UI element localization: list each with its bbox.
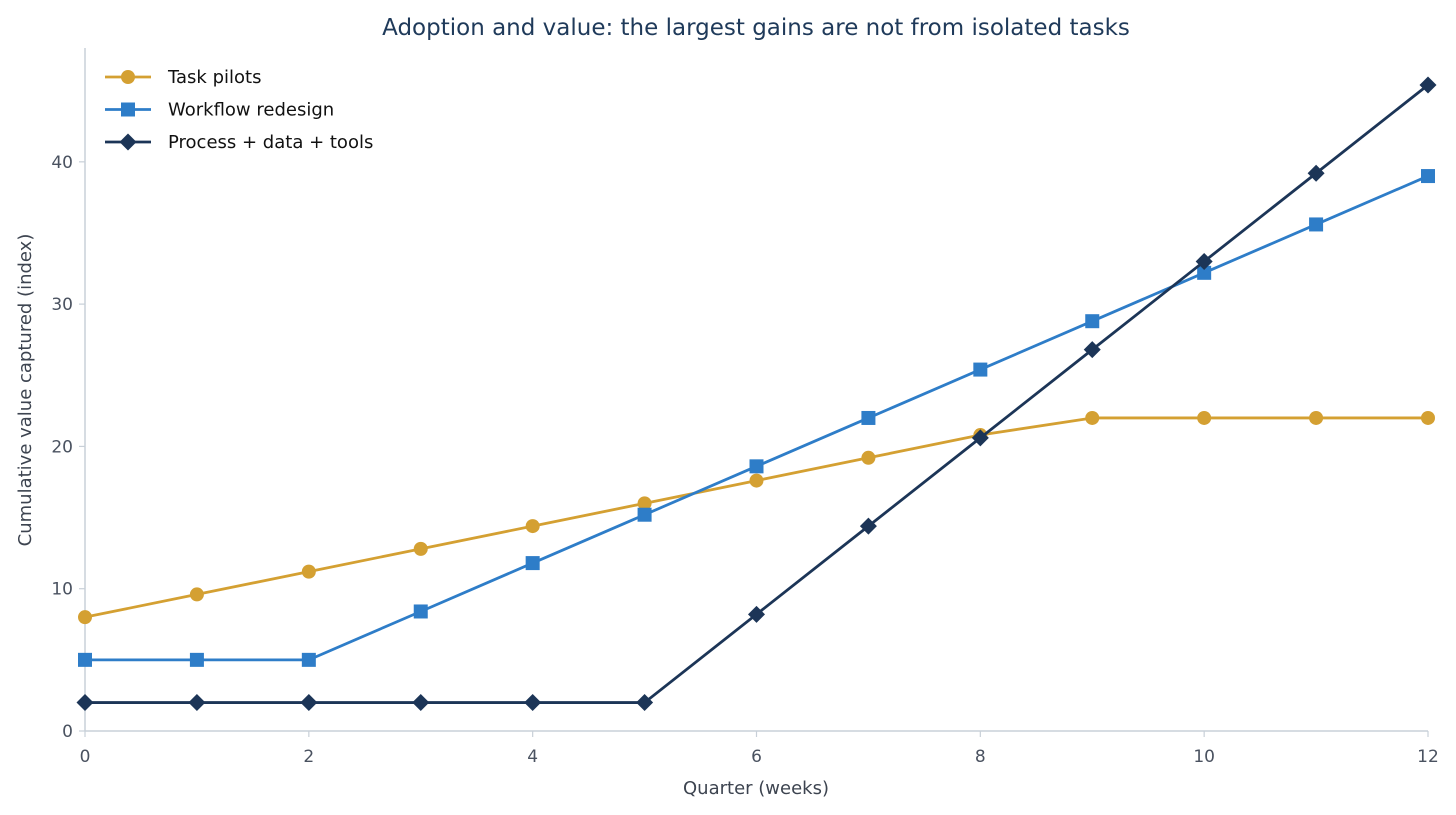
data-point xyxy=(1083,341,1101,359)
data-point xyxy=(1419,76,1437,94)
legend: Task pilots Workflow redesign Process + da… xyxy=(105,67,373,153)
data-point xyxy=(637,496,652,511)
data-point xyxy=(1309,217,1324,232)
data-point xyxy=(76,694,94,712)
data-point xyxy=(1085,314,1100,329)
data-point xyxy=(749,459,764,474)
y-tick-label: 40 xyxy=(51,153,73,173)
y-tick-label: 0 xyxy=(62,722,73,742)
data-point xyxy=(413,541,428,556)
data-point xyxy=(749,473,764,488)
data-point xyxy=(1421,169,1435,184)
x-tick-label: 4 xyxy=(527,747,538,767)
data-point xyxy=(1197,410,1212,425)
data-point xyxy=(412,694,430,712)
data-point xyxy=(1421,410,1435,425)
series-layer xyxy=(76,76,1437,712)
data-point xyxy=(1195,252,1213,270)
x-tick-label: 2 xyxy=(303,747,314,767)
x-tick-label: 12 xyxy=(1417,747,1439,767)
data-point xyxy=(861,410,876,425)
chart-title: Adoption and value: the largest gains ar… xyxy=(382,15,1130,41)
legend-label: Process + data + tools xyxy=(168,132,373,153)
x-tick-label: 8 xyxy=(975,747,986,767)
data-point xyxy=(636,694,654,712)
y-tick-label: 10 xyxy=(51,580,73,600)
data-point xyxy=(413,604,428,619)
data-point xyxy=(525,556,540,571)
legend-item: Workflow redesign xyxy=(105,100,334,121)
y-axis-label: Cumulative value captured (index) xyxy=(15,234,36,547)
legend-item: Task pilots xyxy=(105,67,261,88)
data-point xyxy=(189,587,204,602)
data-point xyxy=(301,652,316,667)
data-point xyxy=(78,652,92,667)
data-point xyxy=(188,694,206,712)
legend-label: Task pilots xyxy=(167,67,261,88)
data-point xyxy=(525,519,540,534)
data-point xyxy=(1197,265,1212,280)
x-axis-ticks: 0 2 4 6 8 10 12 xyxy=(80,731,1439,767)
data-point xyxy=(861,450,876,465)
x-tick-label: 6 xyxy=(751,747,762,767)
data-point xyxy=(78,610,92,625)
data-point xyxy=(1309,410,1324,425)
data-point xyxy=(637,507,652,522)
legend-marker xyxy=(121,70,135,84)
data-point xyxy=(748,605,765,623)
legend-item: Process + data + tools xyxy=(105,132,373,153)
y-axis-ticks: 0 10 20 30 40 xyxy=(51,153,85,742)
series-line xyxy=(84,416,1428,619)
x-axis-label: Quarter (weeks) xyxy=(683,778,829,799)
data-point xyxy=(301,564,316,579)
data-point xyxy=(971,429,989,447)
data-point xyxy=(300,694,318,712)
series-workflow-redesign xyxy=(78,169,1435,667)
legend-label: Workflow redesign xyxy=(168,100,334,121)
series-process-data-tools xyxy=(76,76,1437,712)
legend-marker xyxy=(121,102,135,117)
y-tick-label: 30 xyxy=(51,295,73,315)
series-task-pilots xyxy=(78,410,1435,625)
data-point xyxy=(859,517,877,535)
y-tick-label: 20 xyxy=(51,437,73,457)
data-point xyxy=(1307,164,1325,182)
data-point xyxy=(524,694,542,712)
data-point xyxy=(189,652,204,667)
data-point xyxy=(1085,410,1100,425)
x-tick-label: 10 xyxy=(1193,747,1215,767)
x-tick-label: 0 xyxy=(80,747,91,767)
data-point xyxy=(973,362,988,377)
legend-marker xyxy=(119,133,137,151)
